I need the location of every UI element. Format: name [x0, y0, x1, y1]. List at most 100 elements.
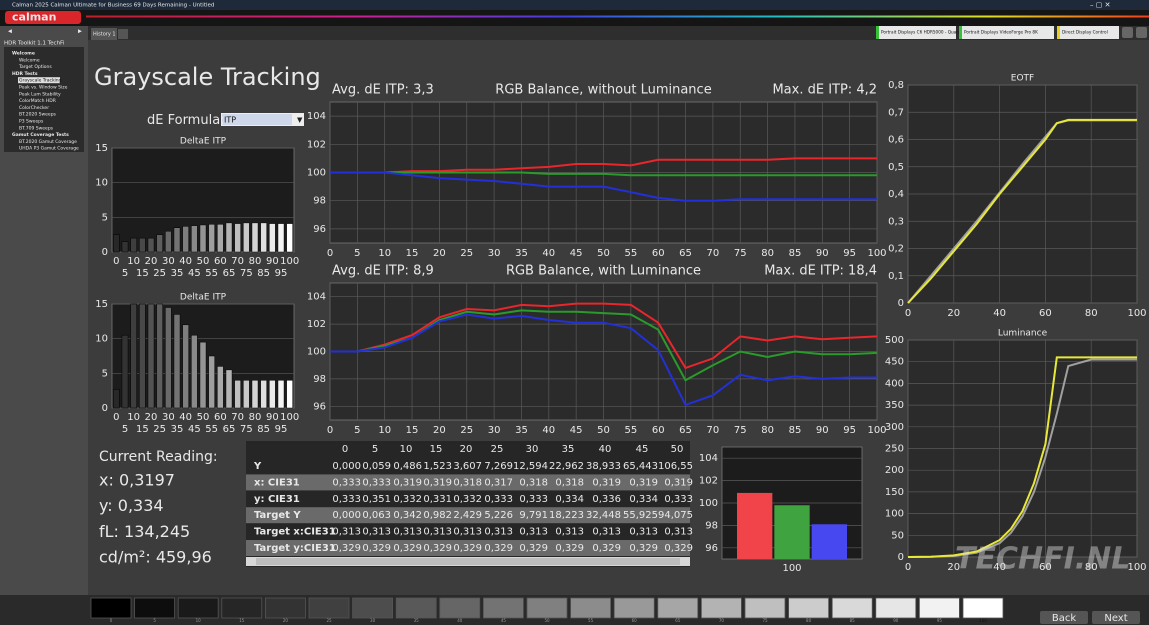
help-button[interactable] [1136, 27, 1147, 38]
swatch[interactable] [395, 597, 437, 619]
sidebar-arrows[interactable]: ▶ [78, 29, 82, 35]
y-tick-label: 10 [95, 334, 108, 345]
bar [199, 224, 207, 253]
x-tick-label: 70 [707, 248, 720, 259]
x-tick-label: 45 [570, 425, 583, 436]
swatch[interactable] [570, 597, 611, 619]
swatch[interactable] [352, 597, 394, 619]
y-tick-label: 0 [898, 298, 904, 309]
device-button[interactable] [1057, 26, 1119, 39]
x-tick-label: 100 [1127, 562, 1146, 573]
watermark: TECHFI.NL [955, 542, 1130, 577]
swatch[interactable] [439, 597, 481, 619]
x-tick-label: 30 [162, 256, 175, 267]
x-tick-label: 55 [205, 268, 218, 279]
reading-value: fL: 134,245 [99, 522, 190, 541]
tree-item[interactable]: Peak Lum Stability [19, 91, 61, 97]
y-tick-label: 100 [307, 347, 326, 358]
tree-item[interactable]: ColorChecker [19, 105, 49, 111]
tab[interactable] [91, 28, 117, 40]
bar [277, 380, 285, 409]
table-cell: 32,448 [586, 510, 621, 521]
table-cell: 0,332 [453, 494, 482, 505]
x-tick-label: 50 [597, 425, 610, 436]
table-cell: 0,329 [453, 543, 482, 554]
y-tick-label: 400 [885, 378, 904, 389]
x-tick-label: 15 [136, 268, 149, 279]
window-controls[interactable]: – ▢ ✕ [1090, 1, 1110, 9]
reading-value: y: 0,334 [99, 496, 164, 515]
tree-item[interactable]: P3 Sweeps [19, 119, 44, 125]
x-tick-label: 60 [1039, 308, 1052, 319]
device-button[interactable] [876, 26, 956, 39]
tab-add[interactable] [118, 29, 128, 39]
table-cell: 2,429 [453, 510, 482, 521]
table-cell: 0,329 [332, 543, 361, 554]
table-cell: 0,063 [362, 510, 391, 521]
tree-item[interactable]: Target Options [18, 64, 52, 70]
tree-item[interactable]: Grayscale Tracking [19, 78, 62, 84]
swatch-label: 55 [588, 618, 594, 623]
scrollbar-thumb[interactable] [256, 558, 680, 565]
table-cell: 65,443 [623, 461, 658, 472]
x-tick-label: 10 [378, 248, 391, 259]
tree-item[interactable]: Welcome [19, 57, 40, 63]
tree-item[interactable]: BT.2020 Sweeps [19, 112, 57, 118]
tree-item[interactable]: Peak vs. Window Size [19, 85, 68, 91]
sidebar-arrows[interactable]: ◀ [8, 29, 12, 35]
swatch[interactable] [90, 597, 132, 619]
swatch[interactable] [177, 597, 219, 619]
swatch[interactable] [264, 597, 306, 619]
tab-label: History 1 [93, 32, 116, 38]
swatch[interactable] [613, 597, 655, 619]
y-tick-label: 0 [102, 247, 108, 258]
x-tick-label: 40 [179, 412, 192, 423]
swatch[interactable] [788, 597, 829, 619]
logo-button[interactable] [5, 11, 81, 24]
swatch[interactable] [526, 597, 568, 619]
table-cell: 0,331 [423, 494, 452, 505]
swatch[interactable] [919, 597, 960, 619]
swatch[interactable] [875, 597, 917, 619]
nav-button-label: Back [1052, 613, 1076, 624]
tree-item[interactable]: UHDA P3 Gamut Coverage [19, 146, 79, 152]
table-cell: 0,313 [362, 527, 391, 538]
nav-button[interactable] [1040, 611, 1088, 624]
x-tick-label: 40 [542, 425, 555, 436]
swatch[interactable] [482, 597, 524, 619]
x-tick-label: 75 [240, 268, 253, 279]
table-cell: 0,313 [453, 527, 482, 538]
swatch[interactable] [657, 597, 699, 619]
swatch[interactable] [221, 597, 263, 619]
x-tick-label: 25 [153, 268, 166, 279]
swatch[interactable] [701, 597, 742, 619]
swatch[interactable] [744, 597, 786, 619]
x-tick-label: 80 [761, 248, 774, 259]
tree-item[interactable]: BT.2020 Gamut Coverage [19, 139, 77, 145]
swatch[interactable] [831, 597, 873, 619]
chart-title: EOTF [1011, 74, 1034, 84]
chart-annotation: Max. dE ITP: 4,2 [772, 83, 877, 98]
y-tick-label: 0 [898, 552, 904, 563]
swatch[interactable] [134, 597, 176, 619]
x-tick-label: 60 [214, 412, 227, 423]
device-button[interactable] [959, 26, 1054, 39]
bar [113, 389, 120, 409]
bar [286, 223, 293, 253]
bar [165, 230, 172, 253]
tree-item[interactable]: BT.709 Sweeps [19, 125, 54, 131]
table-cell: 0,333 [664, 494, 693, 505]
swatch[interactable] [962, 597, 1004, 619]
y-tick-label: 100 [699, 498, 718, 509]
y-tick-label: 0,7 [888, 107, 904, 118]
x-tick-label: 35 [171, 424, 184, 435]
swatch[interactable] [308, 597, 350, 619]
settings-button[interactable] [1122, 27, 1133, 38]
y-tick-label: 5 [102, 368, 108, 379]
y-tick-label: 102 [307, 319, 326, 330]
x-tick-label: 25 [153, 424, 166, 435]
nav-button[interactable] [1092, 611, 1140, 624]
tree-item[interactable]: ColorMatch HDR [19, 98, 56, 104]
x-tick-label: 80 [249, 256, 262, 267]
y-tick-label: 0,2 [888, 244, 904, 255]
